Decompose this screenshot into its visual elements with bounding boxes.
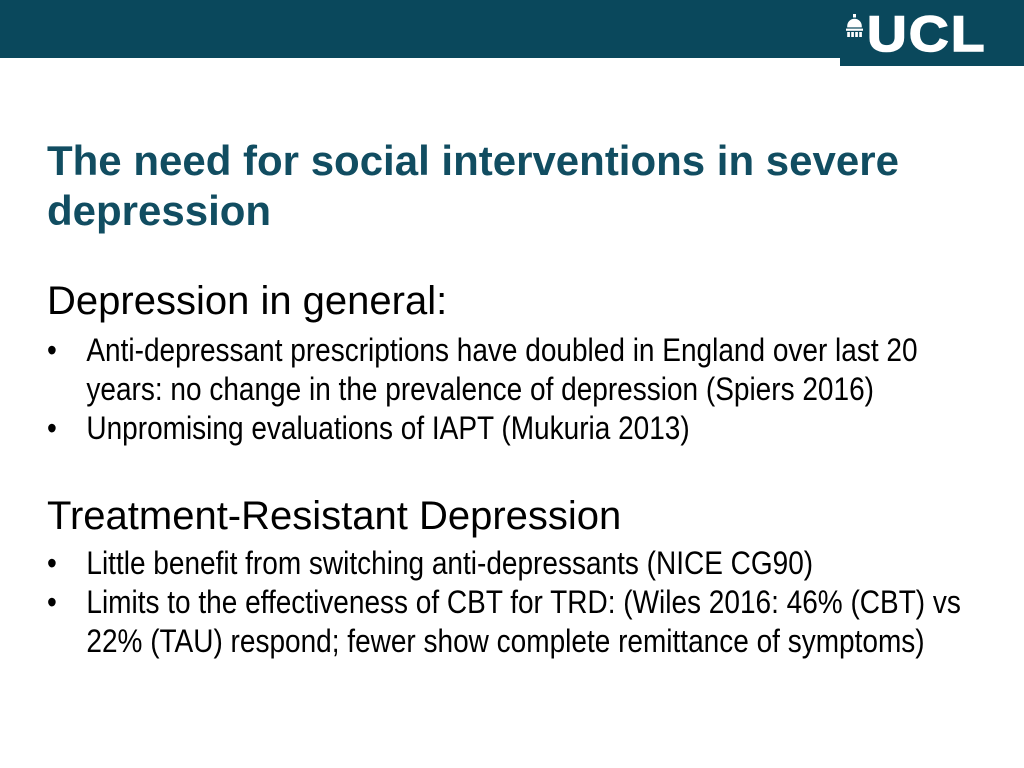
bullet-text: Anti-depressant prescriptions have doubl… (86, 332, 918, 407)
section-heading-depression-in-general: Depression in general: (47, 279, 448, 323)
bullet-marker: • (47, 545, 57, 581)
bullet-text: Limits to the effectiveness of CBT for T… (86, 584, 961, 659)
bullet-text: Little benefit from switching anti-depre… (86, 545, 814, 581)
ucl-logo-text: UCL (866, 5, 987, 63)
list-item: • Unpromising evaluations of IAPT (Mukur… (47, 409, 979, 448)
bullet-marker: • (47, 584, 57, 620)
section-heading-treatment-resistant-depression: Treatment-Resistant Depression (47, 494, 622, 538)
ucl-portico-icon (846, 14, 863, 42)
bullet-marker: • (47, 410, 57, 446)
list-item: • Limits to the effectiveness of CBT for… (47, 583, 979, 661)
list-item: • Little benefit from switching anti-dep… (47, 544, 979, 583)
bullet-marker: • (47, 332, 57, 368)
bullet-text: Unpromising evaluations of IAPT (Mukuria… (86, 410, 690, 446)
bullet-list-treatment-resistant-depression: • Little benefit from switching anti-dep… (47, 544, 979, 661)
bullet-list-depression-in-general: • Anti-depressant prescriptions have dou… (47, 331, 979, 448)
ucl-logo-block: UCL (840, 0, 1024, 66)
list-item: • Anti-depressant prescriptions have dou… (47, 331, 979, 409)
slide-title: The need for social interventions in sev… (47, 137, 899, 235)
